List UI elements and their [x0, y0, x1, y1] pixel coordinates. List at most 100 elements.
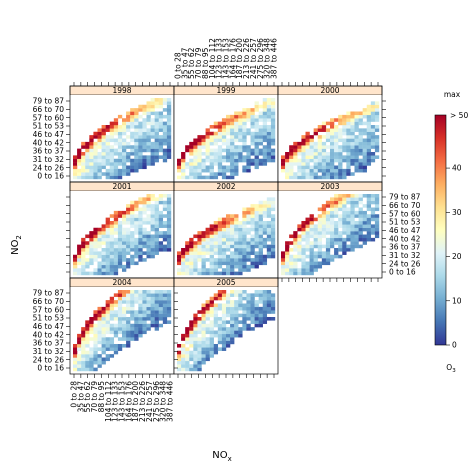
- heatmap-cell: [126, 237, 131, 242]
- heatmap-cell: [185, 347, 190, 351]
- heatmap-cell: [193, 357, 198, 362]
- heatmap-cell: [330, 141, 335, 146]
- heatmap-cell: [189, 327, 194, 331]
- heatmap-cell: [201, 162, 206, 166]
- heatmap-cell: [297, 271, 302, 276]
- heatmap-cell: [374, 194, 380, 198]
- heatmap-cell: [270, 125, 276, 129]
- heatmap-cell: [213, 293, 219, 297]
- heatmap-cell: [130, 327, 135, 331]
- heatmap-cell: [158, 214, 164, 218]
- heatmap-cell: [166, 104, 172, 109]
- heatmap-cell: [254, 104, 259, 109]
- heatmap-cell: [73, 357, 78, 362]
- heatmap-cell: [89, 330, 94, 335]
- heatmap-cell: [301, 258, 306, 262]
- heatmap-cell: [358, 207, 363, 212]
- heatmap-cell: [289, 152, 294, 156]
- heatmap-cell: [77, 168, 82, 173]
- heatmap-cell: [289, 158, 294, 163]
- heatmap-cell: [154, 155, 159, 159]
- heatmap-cell: [226, 340, 231, 345]
- heatmap-cell: [242, 125, 247, 129]
- heatmap-cell: [97, 231, 102, 235]
- heatmap-cell: [254, 158, 259, 163]
- heatmap-cell: [122, 344, 127, 348]
- heatmap-cell: [217, 152, 223, 156]
- heatmap-cell: [101, 165, 106, 170]
- heatmap-cell: [209, 327, 214, 331]
- heatmap-cell: [146, 221, 151, 225]
- heatmap-cell: [258, 244, 263, 249]
- heatmap-cell: [101, 268, 106, 272]
- colorbar-ramp: [434, 114, 447, 346]
- heatmap-cell: [270, 197, 276, 201]
- heatmap-cell: [242, 327, 247, 331]
- heatmap-cell: [73, 350, 78, 355]
- panel-strip-label: 2000: [320, 86, 339, 95]
- heatmap-cell: [122, 234, 127, 239]
- heatmap-cell: [358, 135, 363, 139]
- heatmap-cell: [250, 217, 255, 222]
- heatmap-cell: [81, 145, 86, 149]
- heatmap-cell: [270, 121, 276, 126]
- heatmap-cell: [305, 261, 310, 266]
- heatmap-cell: [297, 158, 302, 163]
- heatmap-cell: [238, 320, 243, 324]
- heatmap-cell: [305, 135, 310, 139]
- heatmap-cell: [234, 320, 239, 324]
- heatmap-cell: [226, 158, 231, 163]
- heatmap-cell: [258, 204, 263, 208]
- heatmap-cell: [109, 317, 115, 321]
- heatmap-cell: [230, 327, 235, 331]
- heatmap-cell: [201, 231, 206, 235]
- heatmap-cell: [154, 118, 159, 122]
- heatmap-cell: [130, 221, 135, 225]
- heatmap-cell: [138, 162, 143, 166]
- heatmap-cell: [226, 261, 231, 266]
- heatmap-cell: [97, 141, 102, 146]
- heatmap-cell: [305, 175, 310, 180]
- heatmap-cell: [254, 118, 259, 122]
- heatmap-cell: [258, 125, 263, 129]
- heatmap-cell: [209, 271, 214, 276]
- heatmap-cell: [134, 168, 139, 173]
- heatmap-cell: [134, 248, 139, 252]
- heatmap-cell: [317, 152, 323, 156]
- heatmap-cell: [162, 101, 168, 105]
- heatmap-cell: [146, 158, 151, 163]
- heatmap-cell: [354, 227, 359, 232]
- heatmap-cell: [150, 145, 155, 149]
- heatmap-cell: [230, 254, 235, 259]
- heatmap-cell: [226, 330, 231, 335]
- heatmap-cell: [221, 155, 227, 159]
- heatmap-cell: [105, 340, 110, 345]
- heatmap-cell: [334, 131, 339, 136]
- x-tick-label: 88 to 95: [97, 381, 106, 413]
- heatmap-cell: [201, 261, 206, 266]
- heatmap-cell: [109, 244, 115, 249]
- heatmap-cell: [242, 111, 247, 116]
- heatmap-cell: [109, 254, 115, 259]
- heatmap-cell: [197, 320, 202, 324]
- heatmap-cell: [150, 300, 155, 304]
- heatmap-cell: [205, 354, 210, 358]
- heatmap-cell: [193, 327, 198, 331]
- heatmap-cell: [154, 207, 159, 212]
- heatmap-cell: [221, 290, 227, 294]
- heatmap-cell: [221, 138, 227, 143]
- heatmap-cell: [201, 327, 206, 331]
- heatmap-cell: [346, 145, 351, 149]
- y-tick-label: 40 to 42: [33, 330, 65, 339]
- heatmap-cell: [289, 234, 294, 239]
- heatmap-cell: [126, 317, 131, 321]
- heatmap-cell: [109, 237, 115, 242]
- heatmap-cell: [126, 293, 131, 297]
- heatmap-cell: [166, 227, 172, 232]
- heatmap-cell: [109, 155, 115, 159]
- heatmap-cell: [162, 207, 168, 212]
- heatmap-cell: [138, 244, 143, 249]
- heatmap-cell: [154, 114, 159, 119]
- heatmap-cell: [266, 197, 272, 201]
- heatmap-cell: [77, 354, 82, 358]
